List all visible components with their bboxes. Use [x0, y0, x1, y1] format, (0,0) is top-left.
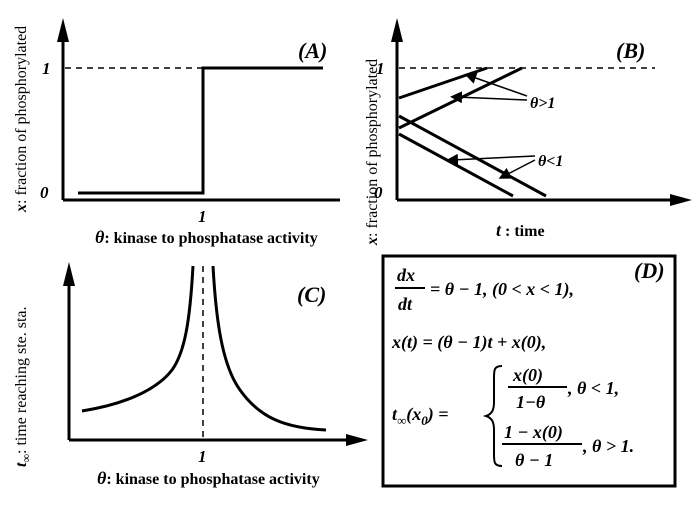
panel-c: (C) 1 θ: kinase to phosphatase activity … [13, 262, 368, 488]
panel-b-line-theta-lt-1-upper [398, 114, 547, 198]
panel-c-y-label: t∞: time reaching ste. sta. [13, 306, 33, 467]
panel-a-step-curve [78, 66, 323, 195]
case1-denominator: 1−θ [516, 392, 546, 412]
panel-c-x-label: θ: kinase to phosphatase activity [97, 468, 320, 488]
case1-numerator: x(0) [512, 365, 543, 386]
panel-b-tick-zero: 0 [374, 183, 383, 202]
eq1-denominator: dt [398, 294, 413, 314]
panel-c-curve-right [211, 265, 327, 432]
panel-b-arrow-lt-a [446, 153, 536, 166]
case2-condition: , θ > 1. [582, 436, 634, 456]
panel-a-tick-one-y: 1 [42, 59, 51, 78]
panel-c-label: (C) [297, 282, 326, 307]
panel-b-annotation-theta-lt-1: θ<1 [538, 153, 563, 170]
eq1-rhs: = θ − 1, (0 < x < 1), [430, 279, 574, 300]
panel-b-line-theta-lt-1-lower [398, 132, 514, 198]
panel-c-x-arrowhead [346, 434, 368, 446]
panel-b-arrow-lt-b [498, 159, 536, 179]
panel-a-tick-zero: 0 [40, 183, 49, 202]
panel-a-y-arrowhead [57, 18, 69, 42]
panel-b: θ>1 θ<1 (B) 1 0 t : time x: fraction of … [364, 18, 692, 246]
case2-numerator: 1 − x(0) [504, 422, 563, 443]
panel-b-y-arrowhead [391, 18, 403, 42]
panel-d-label: (D) [634, 258, 665, 283]
panel-c-curve-left [81, 265, 195, 413]
panel-b-y-label: x: fraction of phosphorylated [364, 59, 381, 246]
panel-b-line-theta-gt-1-upper [398, 66, 488, 100]
panel-d-box [381, 254, 677, 488]
panel-a-x-label: θ: kinase to phosphatase activity [95, 227, 318, 247]
eq1-numerator: dx [397, 265, 415, 285]
panel-b-arrow-gt-a [464, 72, 528, 97]
panel-b-annotation-theta-gt-1: θ>1 [530, 95, 555, 112]
eq3-lhs: t∞(x0) = [392, 404, 449, 428]
panel-a-y-label: x: fraction of phosphorylated [13, 26, 30, 213]
panel-b-tick-one-y: 1 [376, 59, 385, 78]
panel-c-tick-one-x: 1 [198, 447, 207, 466]
panel-b-x-label: t : time [496, 220, 545, 240]
panel-b-x-arrowhead [670, 194, 692, 206]
case2-denominator: θ − 1 [515, 450, 553, 470]
panel-a: (A) 1 0 1 θ: kinase to phosphatase activ… [13, 18, 340, 247]
panel-b-label: (B) [616, 38, 645, 63]
panel-d: (D) dx dt = θ − 1, (0 < x < 1), x(t) = (… [381, 254, 677, 488]
panel-a-tick-one-x: 1 [198, 207, 207, 226]
eq2: x(t) = (θ − 1)t + x(0), [391, 332, 546, 353]
panel-a-label: (A) [298, 38, 327, 63]
eq3-brace [482, 365, 503, 467]
panel-c-y-arrowhead [63, 262, 75, 286]
case1-condition: , θ < 1, [567, 378, 619, 398]
panel-b-arrow-gt-b [450, 91, 528, 104]
